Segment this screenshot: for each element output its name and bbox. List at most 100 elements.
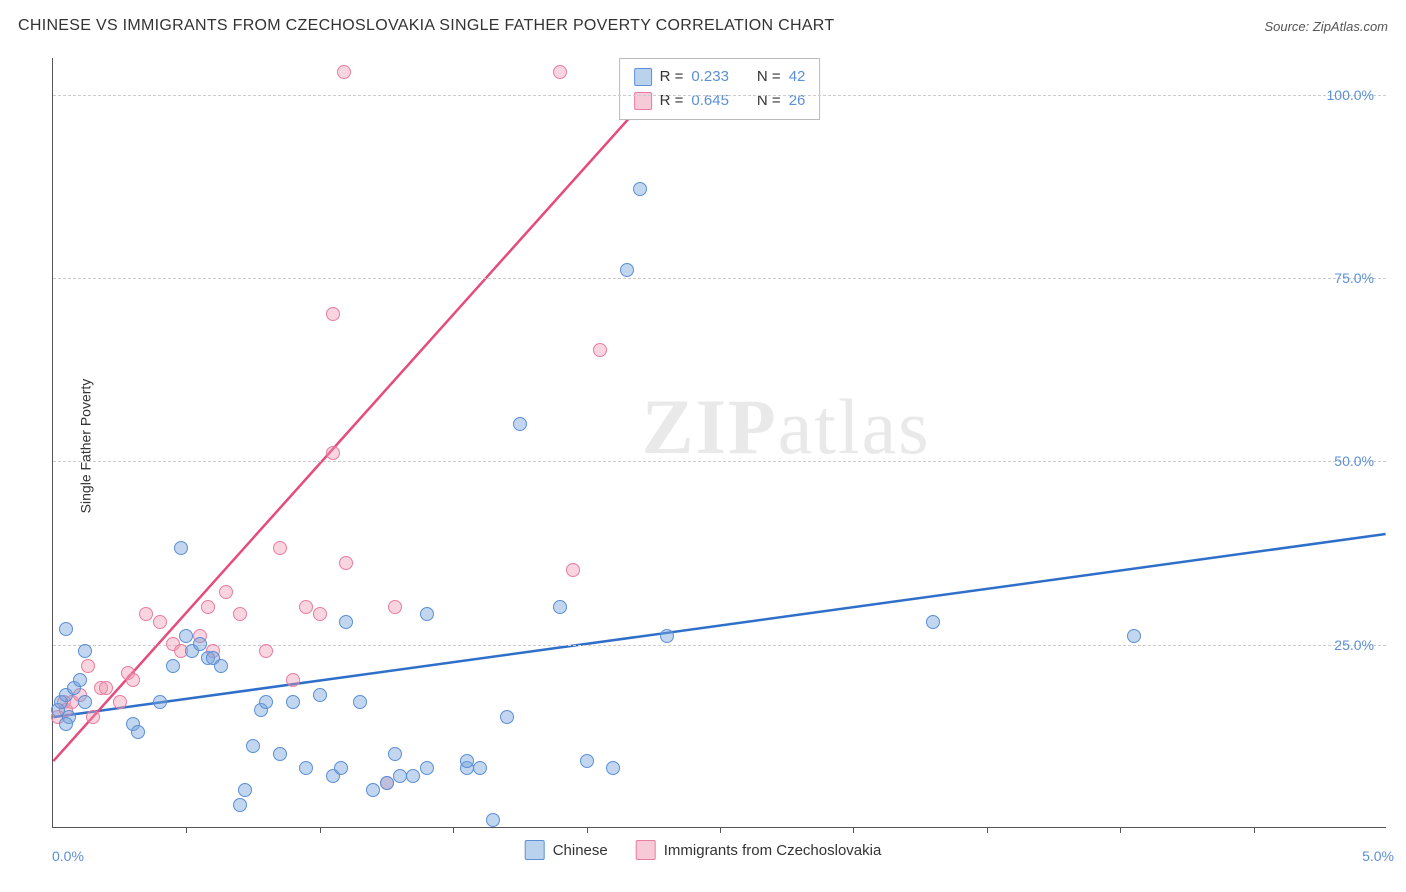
x-tick	[186, 827, 187, 833]
x-tick	[853, 827, 854, 833]
data-point	[219, 585, 233, 599]
gridline	[53, 95, 1386, 96]
swatch-blue	[525, 840, 545, 860]
data-point	[273, 541, 287, 555]
y-tick-label: 25.0%	[1334, 637, 1374, 653]
watermark: ZIPatlas	[642, 382, 931, 472]
data-point	[59, 717, 73, 731]
x-tick	[320, 827, 321, 833]
legend-row-blue: R = 0.233 N = 42	[634, 65, 806, 89]
y-tick-label: 50.0%	[1334, 453, 1374, 469]
y-tick-label: 75.0%	[1334, 270, 1374, 286]
data-point	[473, 761, 487, 775]
data-point	[259, 644, 273, 658]
x-tick	[453, 827, 454, 833]
data-point	[99, 681, 113, 695]
data-point	[366, 783, 380, 797]
data-point	[193, 637, 207, 651]
page-title: CHINESE VS IMMIGRANTS FROM CZECHOSLOVAKI…	[18, 17, 834, 35]
x-axis-origin-label: 0.0%	[52, 848, 84, 864]
series-legend: Chinese Immigrants from Czechoslovakia	[525, 840, 882, 860]
data-point	[388, 600, 402, 614]
data-point	[246, 739, 260, 753]
data-point	[273, 747, 287, 761]
data-point	[259, 695, 273, 709]
r-label: R =	[660, 65, 684, 89]
data-point	[606, 761, 620, 775]
data-point	[353, 695, 367, 709]
data-point	[500, 710, 514, 724]
scatter-chart: ZIPatlas R = 0.233 N = 42 R = 0.645 N = …	[52, 58, 1386, 828]
data-point	[420, 607, 434, 621]
legend-label-pink: Immigrants from Czechoslovakia	[664, 842, 882, 859]
source-attribution: Source: ZipAtlas.com	[1264, 19, 1388, 34]
data-point	[1127, 629, 1141, 643]
swatch-blue	[634, 68, 652, 86]
r-value-pink: 0.645	[691, 89, 729, 113]
y-tick-label: 100.0%	[1327, 87, 1374, 103]
data-point	[233, 798, 247, 812]
trend-lines	[53, 58, 1386, 827]
data-point	[380, 776, 394, 790]
x-tick	[1120, 827, 1121, 833]
data-point	[513, 417, 527, 431]
data-point	[78, 695, 92, 709]
data-point	[553, 600, 567, 614]
data-point	[406, 769, 420, 783]
data-point	[78, 644, 92, 658]
data-point	[326, 446, 340, 460]
x-tick	[1254, 827, 1255, 833]
data-point	[388, 747, 402, 761]
data-point	[166, 659, 180, 673]
data-point	[86, 710, 100, 724]
data-point	[131, 725, 145, 739]
r-value-blue: 0.233	[691, 65, 729, 89]
data-point	[126, 673, 140, 687]
x-tick	[720, 827, 721, 833]
data-point	[553, 65, 567, 79]
data-point	[179, 629, 193, 643]
data-point	[486, 813, 500, 827]
n-label: N =	[757, 65, 781, 89]
data-point	[313, 688, 327, 702]
data-point	[326, 307, 340, 321]
data-point	[299, 761, 313, 775]
correlation-legend: R = 0.233 N = 42 R = 0.645 N = 26	[619, 58, 821, 120]
data-point	[620, 263, 634, 277]
legend-item-blue: Chinese	[525, 840, 608, 860]
data-point	[299, 600, 313, 614]
data-point	[214, 659, 228, 673]
data-point	[59, 622, 73, 636]
data-point	[580, 754, 594, 768]
x-tick	[987, 827, 988, 833]
data-point	[313, 607, 327, 621]
data-point	[153, 695, 167, 709]
data-point	[566, 563, 580, 577]
data-point	[238, 783, 252, 797]
data-point	[73, 673, 87, 687]
data-point	[460, 754, 474, 768]
data-point	[113, 695, 127, 709]
data-point	[286, 695, 300, 709]
n-value-pink: 26	[789, 89, 806, 113]
data-point	[633, 182, 647, 196]
data-point	[420, 761, 434, 775]
legend-label-blue: Chinese	[553, 842, 608, 859]
r-label: R =	[660, 89, 684, 113]
data-point	[81, 659, 95, 673]
legend-row-pink: R = 0.645 N = 26	[634, 89, 806, 113]
legend-item-pink: Immigrants from Czechoslovakia	[636, 840, 882, 860]
data-point	[153, 615, 167, 629]
data-point	[201, 600, 215, 614]
data-point	[339, 556, 353, 570]
data-point	[337, 65, 351, 79]
data-point	[339, 615, 353, 629]
x-axis-max-label: 5.0%	[1362, 848, 1394, 864]
data-point	[393, 769, 407, 783]
data-point	[139, 607, 153, 621]
data-point	[233, 607, 247, 621]
data-point	[926, 615, 940, 629]
data-point	[286, 673, 300, 687]
data-point	[593, 343, 607, 357]
data-point	[660, 629, 674, 643]
